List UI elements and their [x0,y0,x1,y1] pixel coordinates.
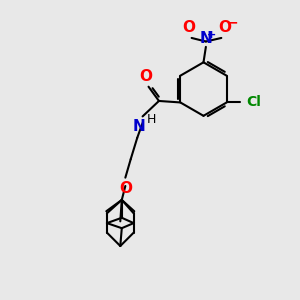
Text: N: N [133,119,146,134]
Text: O: O [119,181,132,196]
Text: +: + [207,30,216,40]
Text: O: O [218,20,231,35]
Text: Cl: Cl [246,95,261,110]
Text: −: − [227,16,239,30]
Text: H: H [147,113,156,126]
Text: N: N [200,31,212,46]
Text: O: O [139,69,152,84]
Text: O: O [183,20,196,35]
